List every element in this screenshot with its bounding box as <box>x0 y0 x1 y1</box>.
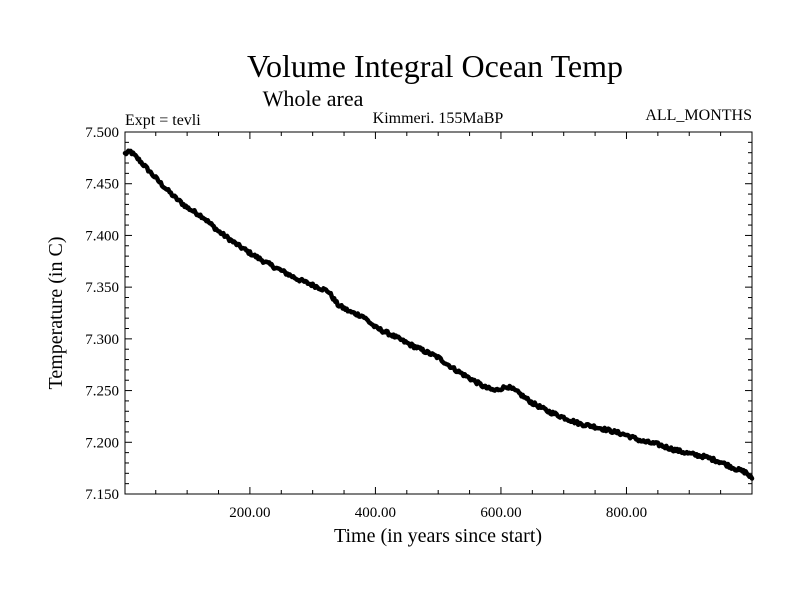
y-tick-label: 7.450 <box>85 177 119 193</box>
x-tick-label: 600.00 <box>480 505 521 521</box>
right-header: ALL_MONTHS <box>645 107 752 124</box>
y-tick-label: 7.250 <box>85 384 119 400</box>
x-tick-label: 200.00 <box>229 505 270 521</box>
series-line <box>122 148 755 481</box>
y-tick-label: 7.300 <box>85 332 119 348</box>
x-tick-label: 800.00 <box>606 505 647 521</box>
y-axis-label: Temperature (in C) <box>45 237 67 390</box>
y-tick-label: 7.150 <box>85 487 119 503</box>
y-tick-label: 7.500 <box>85 125 119 141</box>
y-tick-label: 7.200 <box>85 435 119 451</box>
y-tick-label: 7.400 <box>85 228 119 244</box>
x-axis-ticks: 200.00 400.00 600.00 800.00 <box>155 132 722 521</box>
y-tick-label: 7.350 <box>85 280 119 296</box>
chart-subtitle: Whole area <box>263 86 364 111</box>
chart-title: Volume Integral Ocean Temp <box>247 48 623 84</box>
y-axis-ticks: 7.150 7.200 7.250 7.300 7.350 7.400 7.450 7.500 <box>85 125 752 503</box>
center-header: Kimmeri. 155MaBP <box>373 110 504 127</box>
x-tick-label: 400.00 <box>355 505 396 521</box>
left-header: Expt = tevli <box>125 112 201 129</box>
x-axis-label: Time (in years since start) <box>334 525 542 547</box>
plot-frame <box>124 131 753 495</box>
